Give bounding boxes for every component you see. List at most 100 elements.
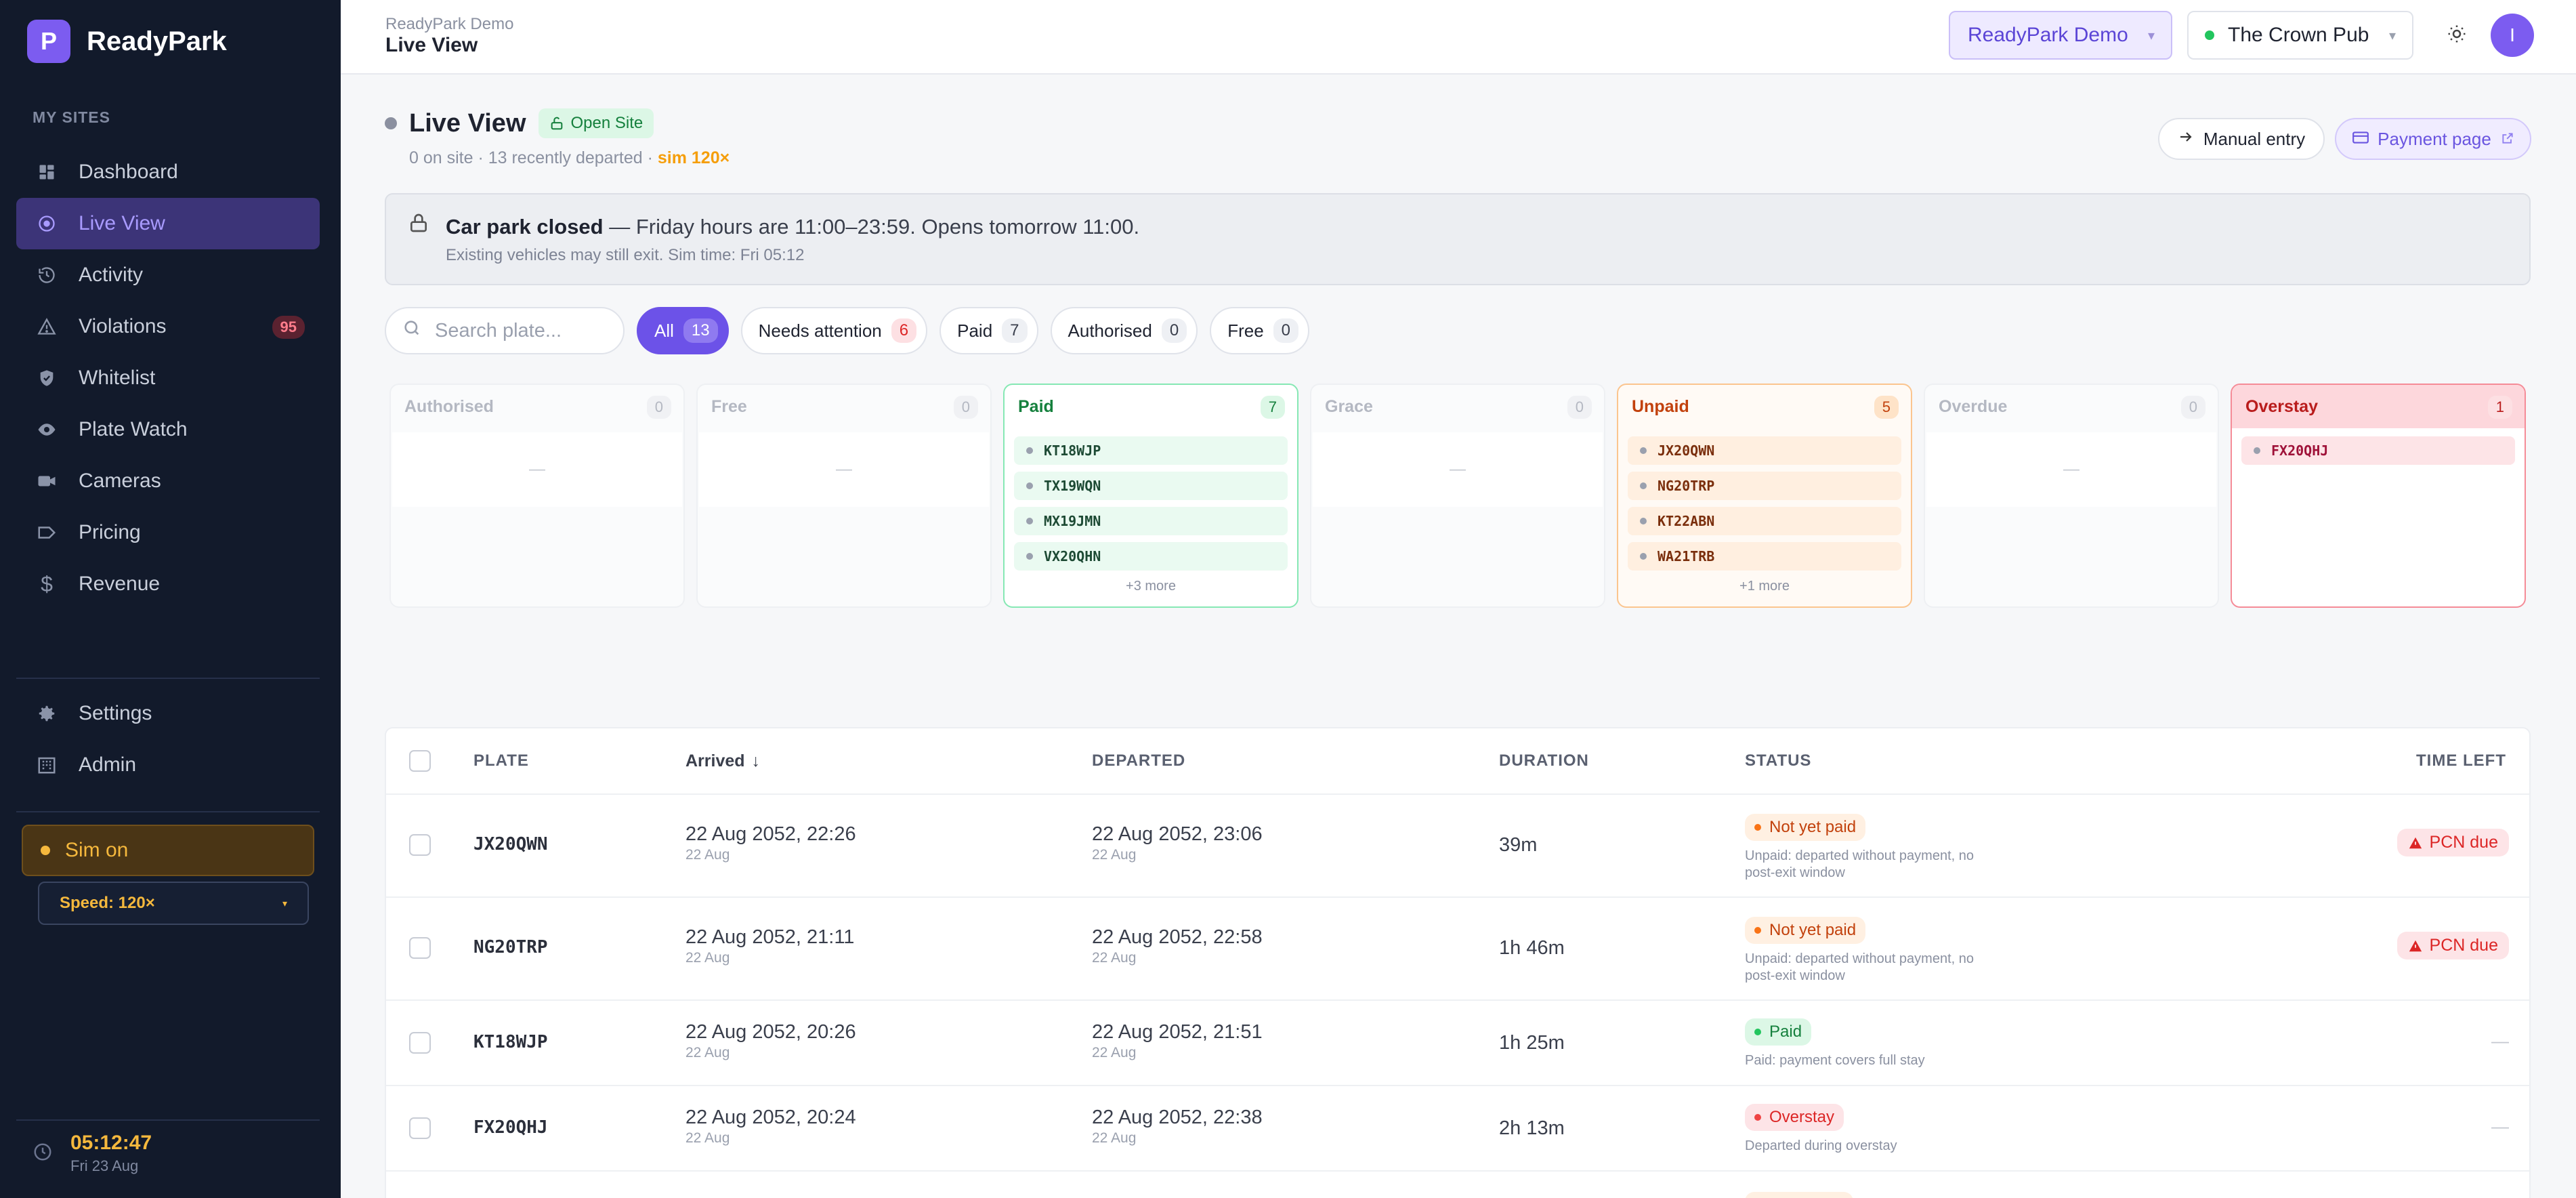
plate-text: VX20QHN <box>1044 548 1101 564</box>
column-header-departed[interactable]: DEPARTED <box>1092 751 1186 770</box>
lane-plate[interactable]: VX20QHN <box>1014 542 1288 571</box>
plate-dot <box>1026 518 1033 524</box>
lane-plate[interactable]: NG20TRP <box>1628 472 1901 500</box>
theme-toggle-button[interactable] <box>2441 19 2473 51</box>
sidebar-item-admin[interactable]: Admin <box>16 739 320 791</box>
column-header-arrived[interactable]: Arrived ↓ <box>685 728 760 793</box>
row-departed: 22 Aug 2052, 23:06 22 Aug <box>1092 823 1263 863</box>
lane-plate[interactable]: TX19WQN <box>1014 472 1288 500</box>
sim-toggle[interactable]: Sim on <box>22 825 314 876</box>
row-checkbox[interactable] <box>409 834 431 856</box>
site-select[interactable]: The Crown Pub ▾ <box>2187 11 2413 60</box>
row-time-left: — <box>2491 1116 2509 1136</box>
row-checkbox[interactable] <box>409 1117 431 1139</box>
row-plate: KT18WJP <box>473 1032 548 1052</box>
column-header-status[interactable]: STATUS <box>1745 751 1812 770</box>
brand[interactable]: P ReadyPark <box>27 20 227 63</box>
status-badge: Not yet paid <box>1745 814 1866 841</box>
search-input[interactable] <box>435 319 611 342</box>
lane-title: Authorised <box>404 397 494 416</box>
column-header-time-left[interactable]: TIME LEFT <box>2416 751 2506 770</box>
lane-more-link[interactable]: +3 more <box>1126 579 1176 594</box>
sidebar-item-cameras[interactable]: Cameras <box>16 455 320 507</box>
table-row[interactable]: KT18WJP 22 Aug 2052, 20:26 22 Aug 22 Aug… <box>386 999 2529 1085</box>
banner-subtext: Existing vehicles may still exit. Sim ti… <box>446 246 805 264</box>
departed-date: 22 Aug <box>1092 847 1137 863</box>
sidebar-item-live-view[interactable]: Live View <box>16 198 320 249</box>
tag-icon <box>35 521 58 544</box>
chevron-down-icon: ▾ <box>2147 28 2155 43</box>
banner-text: — Friday hours are 11:00–23:59. Opens to… <box>603 215 1140 239</box>
org-select-value: ReadyPark Demo <box>1968 24 2128 46</box>
row-checkbox[interactable] <box>409 1032 431 1054</box>
plate-text: NG20TRP <box>1657 478 1715 494</box>
plate-dot <box>1640 518 1647 524</box>
lane-authorised: Authorised 0 — <box>389 384 685 608</box>
lane-plate-list: FX20QHJ <box>2241 436 2515 472</box>
lane-empty-placeholder: — <box>699 432 989 507</box>
pcn-due-badge[interactable]: PCN due <box>2396 829 2509 856</box>
filter-chip-all[interactable]: All 13 <box>637 307 729 354</box>
lane-title: Unpaid <box>1632 397 1689 416</box>
site-occupancy-summary: 0 on site · 13 recently departed · <box>409 148 658 167</box>
sidebar-item-pricing[interactable]: Pricing <box>16 507 320 558</box>
row-departed: 22 Aug 2052, 21:51 22 Aug <box>1092 1021 1263 1061</box>
sim-speed-select[interactable]: Speed: 120× ▾ <box>38 882 309 925</box>
lane-plate[interactable]: KT18WJP <box>1014 436 1288 465</box>
table-row[interactable]: JX20QWN 22 Aug 2052, 22:26 22 Aug 22 Aug… <box>386 793 2529 896</box>
search-field[interactable] <box>385 307 625 354</box>
filter-chip-authorised[interactable]: Authorised 0 <box>1050 307 1198 354</box>
lane-more-link[interactable]: +1 more <box>1739 579 1790 594</box>
filter-chip-count: 13 <box>683 318 718 343</box>
table-row[interactable]: FX20QHJ 22 Aug 2052, 20:24 22 Aug 22 Aug… <box>386 1085 2529 1170</box>
avatar[interactable]: I <box>2491 14 2534 57</box>
sidebar: P ReadyPark MY SITES Dashboard Live View… <box>0 0 341 1198</box>
filter-chip-label: All <box>654 320 674 341</box>
page-header: Live View Open Site <box>385 108 654 138</box>
status-label: Paid <box>1769 1023 1802 1041</box>
sidebar-item-revenue[interactable]: $ Revenue <box>16 558 320 610</box>
car-park-closed-banner: Car park closed — Friday hours are 11:00… <box>385 193 2531 285</box>
breadcrumb[interactable]: ReadyPark Demo <box>385 15 514 33</box>
filter-chip-label: Needs attention <box>758 320 882 341</box>
column-header-duration[interactable]: DURATION <box>1499 751 1589 770</box>
status-note: Departed during overstay <box>1745 1138 1897 1153</box>
warning-icon <box>35 315 58 338</box>
sidebar-item-violations[interactable]: Violations 95 <box>16 301 320 352</box>
org-select[interactable]: ReadyPark Demo ▾ <box>1949 11 2172 60</box>
sidebar-item-plate-watch[interactable]: Plate Watch <box>16 404 320 455</box>
dashboard-icon <box>35 161 58 184</box>
sidebar-item-dashboard[interactable]: Dashboard <box>16 146 320 198</box>
lane-plate[interactable]: KT22ABN <box>1628 507 1901 535</box>
filter-chip-needs-attention[interactable]: Needs attention 6 <box>740 307 928 354</box>
sidebar-item-whitelist[interactable]: Whitelist <box>16 352 320 404</box>
row-checkbox[interactable] <box>409 937 431 959</box>
table-row[interactable]: NG20TRP 22 Aug 2052, 21:11 22 Aug 22 Aug… <box>386 896 2529 999</box>
lane-plate[interactable]: WA21TRB <box>1628 542 1901 571</box>
table-row[interactable] <box>386 1170 2529 1198</box>
row-duration: 1h 25m <box>1499 1032 1565 1054</box>
pcn-due-badge[interactable]: PCN due <box>2396 932 2509 959</box>
arrow-right-icon <box>2178 129 2194 150</box>
sidebar-item-activity[interactable]: Activity <box>16 249 320 301</box>
lane-empty-placeholder: — <box>1926 432 2216 507</box>
filter-chip-label: Paid <box>957 320 993 341</box>
manual-entry-label: Manual entry <box>2203 128 2306 149</box>
filter-chip-paid[interactable]: Paid 7 <box>939 307 1038 354</box>
payment-page-button[interactable]: Payment page <box>2335 118 2531 160</box>
column-header-plate[interactable]: PLATE <box>473 751 529 770</box>
sidebar-item-settings[interactable]: Settings <box>16 688 320 739</box>
filter-chip-free[interactable]: Free 0 <box>1210 307 1310 354</box>
lane-count: 1 <box>2487 396 2512 419</box>
select-all-checkbox[interactable] <box>409 750 431 772</box>
lane-plate[interactable]: FX20QHJ <box>2241 436 2515 465</box>
arrived-datetime: 22 Aug 2052, 22:26 <box>685 823 856 845</box>
status-label: Not yet paid <box>1769 921 1857 939</box>
manual-entry-button[interactable]: Manual entry <box>2158 118 2325 160</box>
lane-plate[interactable]: JX20QWN <box>1628 436 1901 465</box>
chevron-down-icon: ▾ <box>2388 28 2396 43</box>
lane-plate[interactable]: MX19JMN <box>1014 507 1288 535</box>
history-icon <box>35 264 58 287</box>
plate-text: MX19JMN <box>1044 513 1101 529</box>
sidebar-item-label: Whitelist <box>79 367 156 389</box>
